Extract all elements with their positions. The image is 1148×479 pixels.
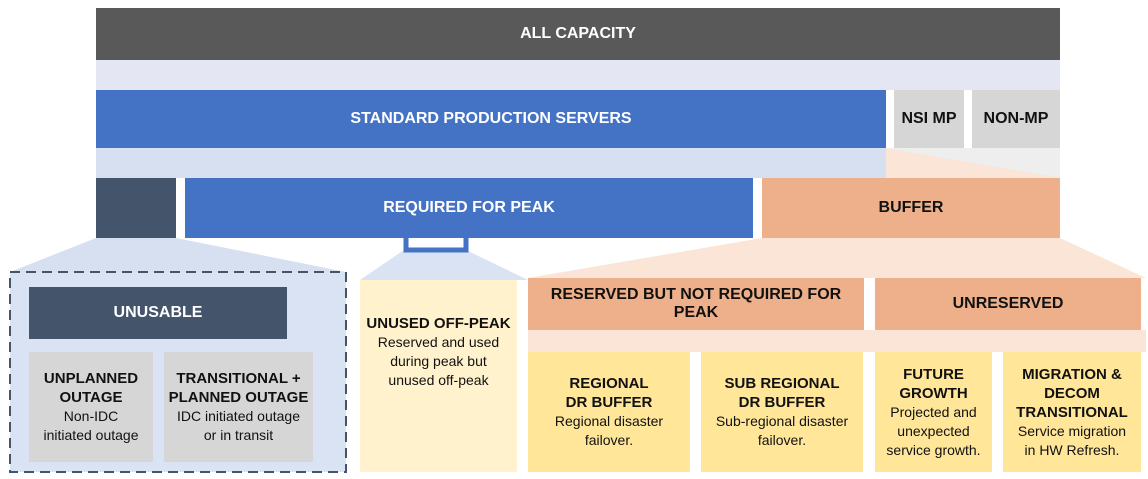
- sub-regional-title-line-2: DR BUFFER: [738, 394, 826, 411]
- regional-dr-buffer-box: REGIONAL DR BUFFER Regional disaster fai…: [528, 352, 690, 472]
- reserved-not-required-header: RESERVED BUT NOT REQUIRED FOR PEAK: [528, 278, 864, 330]
- future-growth-desc-line-1: Projected and: [890, 403, 977, 420]
- unusable-title: UNUSABLE: [113, 304, 203, 321]
- all-capacity-bar: ALL CAPACITY: [96, 8, 1060, 60]
- future-growth-desc-line-2: unexpected: [897, 422, 970, 439]
- sub-regional-title-line-1: SUB REGIONAL: [724, 375, 840, 392]
- unused-off-peak-box: UNUSED OFF-PEAK Reserved and used during…: [360, 280, 517, 472]
- nsi-mp-box: NSI MP: [894, 90, 964, 148]
- offpeak-funnel: [360, 250, 528, 280]
- transitional-title-line-2: PLANNED OUTAGE: [168, 389, 309, 406]
- non-mp-label: NON-MP: [983, 110, 1049, 127]
- non-mp-box: NON-MP: [972, 90, 1060, 148]
- production-band: [96, 148, 886, 178]
- regional-desc-line-2: failover.: [584, 432, 634, 448]
- capacity-band: [96, 60, 1060, 90]
- buffer-connector-top: [886, 148, 1060, 178]
- unused-off-peak-desc-line-1: Reserved and used: [377, 334, 500, 350]
- migration-title-line-3: TRANSITIONAL: [1016, 403, 1128, 421]
- unplanned-desc-line-2: initiated outage: [43, 427, 139, 443]
- nsi-mp-label: NSI MP: [901, 110, 957, 127]
- unusable-header: UNUSABLE: [29, 287, 287, 339]
- transitional-desc-line-1: IDC initiated outage: [177, 408, 300, 424]
- future-growth-desc-line-3: service growth.: [886, 441, 981, 458]
- buffer-funnel: [528, 238, 1146, 278]
- buffer-sub-band: [528, 330, 1146, 352]
- unplanned-title-line-1: UNPLANNED: [43, 370, 139, 387]
- reserved-not-required-label: RESERVED BUT NOT REQUIRED FOR PEAK: [550, 286, 842, 321]
- future-growth-box: FUTURE GROWTH Projected and unexpected s…: [875, 352, 992, 472]
- regional-title-line-1: REGIONAL: [569, 375, 649, 392]
- unreserved-label: UNRESERVED: [952, 295, 1064, 312]
- unplanned-desc-line-1: Non-IDC: [63, 408, 119, 424]
- unplanned-title-line-2: OUTAGE: [59, 389, 123, 406]
- future-growth-title-line-1: FUTURE: [903, 365, 964, 383]
- standard-production-servers-bar: STANDARD PRODUCTION SERVERS: [96, 90, 886, 148]
- migration-desc-line-1: Service migration: [1017, 422, 1127, 439]
- standard-production-servers-label: STANDARD PRODUCTION SERVERS: [350, 110, 632, 127]
- unused-off-peak-desc-line-3: unused off-peak: [388, 372, 489, 388]
- transitional-title-line-1: TRANSITIONAL +: [176, 370, 301, 387]
- sub-regional-desc-line-1: Sub-regional disaster: [715, 413, 849, 429]
- unreserved-header: UNRESERVED: [875, 278, 1141, 330]
- transitional-planned-outage-box: TRANSITIONAL + PLANNED OUTAGE IDC initia…: [164, 352, 313, 462]
- migration-title-line-2: DECOM: [1044, 384, 1100, 402]
- migration-title-line-1: MIGRATION &: [1022, 365, 1122, 383]
- future-growth-title-line-2: GROWTH: [899, 384, 968, 402]
- regional-desc-line-1: Regional disaster: [554, 413, 664, 429]
- migration-decom-box: MIGRATION & DECOM TRANSITIONAL Service m…: [1003, 352, 1141, 472]
- unused-off-peak-title: UNUSED OFF-PEAK: [366, 315, 511, 332]
- regional-title-line-2: DR BUFFER: [565, 394, 653, 411]
- migration-desc-line-2: in HW Refresh.: [1024, 441, 1120, 458]
- offpeak-bracket: [403, 238, 469, 253]
- unplanned-outage-box: UNPLANNED OUTAGE Non-IDC initiated outag…: [29, 352, 153, 462]
- unusable-funnel: [10, 238, 346, 272]
- unusable-panel-border: [9, 271, 347, 473]
- transitional-desc-line-2: or in transit: [203, 427, 274, 443]
- unusable-summary-block: [96, 178, 176, 238]
- sub-regional-dr-buffer-box: SUB REGIONAL DR BUFFER Sub-regional disa…: [701, 352, 863, 472]
- all-capacity-label: ALL CAPACITY: [520, 25, 636, 42]
- required-for-peak-label: REQUIRED FOR PEAK: [383, 199, 555, 216]
- buffer-bar: BUFFER: [762, 178, 1060, 238]
- buffer-label: BUFFER: [878, 199, 944, 216]
- unused-off-peak-desc-line-2: during peak but: [390, 353, 487, 369]
- sub-regional-desc-line-2: failover.: [757, 432, 807, 448]
- required-for-peak-bar: REQUIRED FOR PEAK: [185, 178, 753, 238]
